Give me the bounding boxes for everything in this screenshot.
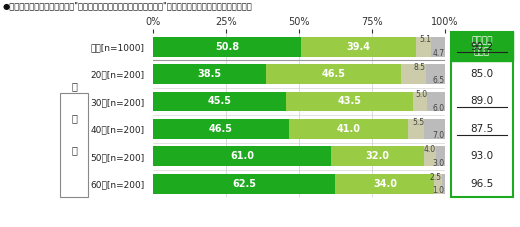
Bar — [424, 146, 436, 166]
Text: 87.5: 87.5 — [471, 124, 493, 134]
Bar — [266, 64, 401, 84]
Bar — [436, 146, 445, 166]
Text: 6.5: 6.5 — [433, 76, 445, 85]
Bar — [412, 92, 427, 111]
Bar — [434, 174, 441, 194]
Text: 34.0: 34.0 — [373, 179, 397, 189]
Text: 4.0: 4.0 — [424, 145, 436, 154]
Bar — [286, 92, 412, 111]
Bar — [424, 119, 445, 139]
Text: 90.2: 90.2 — [471, 42, 493, 52]
Text: 61.0: 61.0 — [230, 151, 254, 161]
Text: 93.0: 93.0 — [471, 151, 493, 161]
Text: 年: 年 — [71, 81, 77, 91]
Text: 32.0: 32.0 — [366, 151, 389, 161]
Bar — [153, 174, 335, 194]
Text: 89.0: 89.0 — [471, 96, 493, 106]
Text: 62.5: 62.5 — [232, 179, 256, 189]
Text: 5.0: 5.0 — [415, 90, 427, 99]
Text: 3.0: 3.0 — [433, 158, 445, 168]
Bar — [408, 119, 424, 139]
Text: 2.5: 2.5 — [430, 173, 441, 182]
Text: 1.0: 1.0 — [433, 186, 445, 195]
Text: 7.0: 7.0 — [433, 131, 445, 140]
Bar — [289, 119, 408, 139]
Text: 41.0: 41.0 — [336, 124, 360, 134]
Bar — [431, 37, 445, 57]
Bar — [441, 174, 445, 194]
Bar — [153, 119, 289, 139]
Text: 5.1: 5.1 — [419, 35, 431, 44]
Text: 39.4: 39.4 — [347, 42, 371, 52]
Bar — [416, 37, 431, 57]
Text: 50.8: 50.8 — [215, 42, 239, 52]
Text: 38.5: 38.5 — [198, 69, 222, 79]
Text: 代: 代 — [71, 113, 77, 123]
Text: 8.5: 8.5 — [414, 63, 426, 72]
Bar — [335, 174, 434, 194]
Text: 5.5: 5.5 — [412, 118, 424, 127]
Text: 96.5: 96.5 — [471, 179, 493, 189]
Text: 別: 別 — [71, 145, 77, 155]
Text: ●トラック（トラック輸送）は"生活（くらし）と経済のライフライン"だと思いますか。　【単一回答形式】: ●トラック（トラック輸送）は"生活（くらし）と経済のライフライン"だと思いますか… — [3, 1, 252, 10]
Bar — [426, 64, 445, 84]
Bar — [153, 64, 266, 84]
Text: 85.0: 85.0 — [471, 69, 493, 79]
Bar — [401, 64, 426, 84]
Text: そう思う
（計）: そう思う （計） — [471, 37, 493, 57]
Text: 45.5: 45.5 — [207, 96, 231, 106]
Text: 46.5: 46.5 — [209, 124, 233, 134]
Bar — [331, 146, 424, 166]
Bar — [153, 37, 301, 57]
Bar — [153, 146, 331, 166]
Text: 4.7: 4.7 — [433, 49, 445, 58]
Bar — [153, 92, 286, 111]
Text: 46.5: 46.5 — [321, 69, 345, 79]
Bar — [427, 92, 445, 111]
Text: 6.0: 6.0 — [433, 104, 445, 113]
Bar — [301, 37, 416, 57]
Text: 43.5: 43.5 — [337, 96, 361, 106]
